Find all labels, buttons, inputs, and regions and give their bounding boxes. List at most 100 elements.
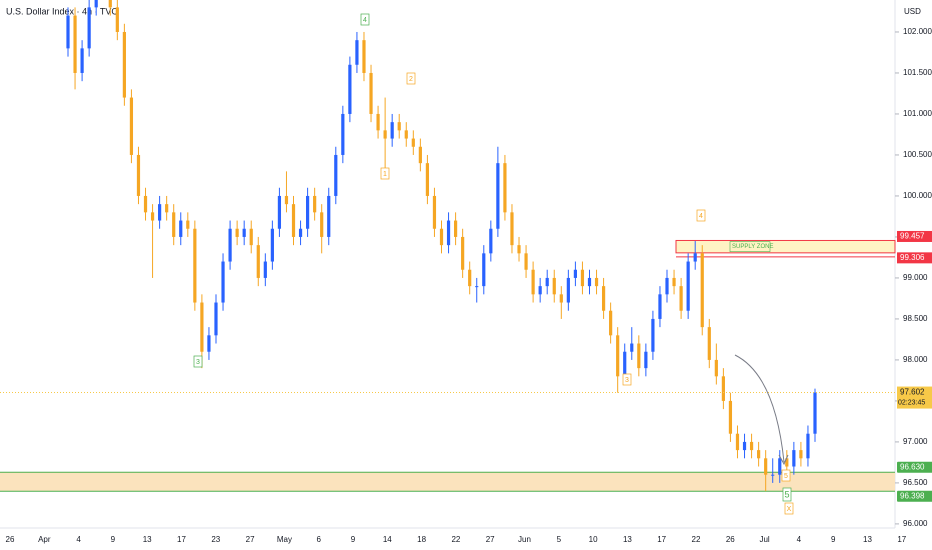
wave-label-box bbox=[406, 72, 416, 85]
y-tick-label: 97.000 bbox=[903, 437, 928, 446]
candle-body bbox=[87, 7, 91, 49]
wave-label-box bbox=[193, 355, 203, 368]
candle-body bbox=[503, 163, 507, 213]
price-tag bbox=[897, 252, 932, 264]
currency: USD bbox=[904, 7, 921, 16]
price-tag bbox=[897, 490, 932, 502]
candle-body bbox=[376, 113, 380, 131]
x-tick-label: 17 bbox=[897, 535, 906, 544]
arrow-head bbox=[778, 454, 789, 466]
candle-body bbox=[179, 220, 183, 237]
wave-label-box bbox=[622, 373, 632, 386]
zone bbox=[0, 472, 895, 492]
price-tag bbox=[897, 230, 932, 242]
wave-label: 3 bbox=[625, 377, 629, 384]
candle-body bbox=[714, 359, 718, 377]
candle-body bbox=[200, 302, 204, 352]
price-tag-label: 99.306 bbox=[900, 253, 925, 262]
x-tick-label: 4 bbox=[76, 535, 81, 544]
candle-body bbox=[66, 15, 70, 49]
y-tick-label: 98.000 bbox=[903, 355, 928, 364]
candle-body bbox=[298, 228, 303, 237]
candle-body bbox=[242, 228, 246, 237]
candle-body bbox=[108, 0, 112, 8]
y-tick-label: 100.000 bbox=[903, 191, 932, 200]
candle-body bbox=[446, 220, 451, 246]
candle-body bbox=[587, 277, 592, 287]
wave-label: 1 bbox=[383, 171, 387, 178]
x-tick-label: 14 bbox=[383, 535, 392, 544]
candle-body bbox=[594, 277, 599, 287]
candle-body bbox=[651, 318, 655, 352]
zone-label-box bbox=[729, 241, 771, 252]
candle-body bbox=[425, 163, 430, 196]
candle-body bbox=[453, 220, 458, 237]
arrow bbox=[734, 354, 785, 463]
overlay: 99.457 99.306 96.630 96.398 97.602 02:23:45 bbox=[897, 230, 932, 502]
candle-body bbox=[531, 269, 535, 295]
wave-label: 5 bbox=[784, 473, 788, 480]
x-tick-label: 4 bbox=[797, 535, 802, 544]
candle-body bbox=[778, 458, 782, 475]
price-tag bbox=[897, 386, 932, 409]
chart-title: U.S. Dollar Index · 4h · TVC bbox=[6, 6, 118, 16]
candle-body bbox=[524, 253, 528, 270]
x-tick-label: 27 bbox=[486, 535, 495, 544]
candle-body bbox=[291, 204, 296, 237]
candle-body bbox=[637, 343, 641, 369]
candle-body bbox=[249, 228, 253, 246]
candle-body bbox=[136, 154, 141, 196]
price-tag bbox=[897, 461, 932, 473]
price-tag-label: 99.457 bbox=[900, 232, 925, 241]
candle-body bbox=[411, 138, 415, 147]
candle-body bbox=[580, 269, 585, 287]
x-tick-label: 26 bbox=[726, 535, 735, 544]
candle-body bbox=[764, 458, 768, 475]
candle-body bbox=[143, 195, 148, 213]
candle-body bbox=[552, 277, 556, 295]
x-tick-label: 27 bbox=[246, 535, 255, 544]
candle-body bbox=[559, 294, 563, 303]
candle-body bbox=[489, 228, 493, 254]
candle-body bbox=[538, 286, 542, 295]
y-tick-label: 96.500 bbox=[903, 478, 928, 487]
y-tick-label: 101.500 bbox=[903, 68, 932, 77]
candle-body bbox=[545, 277, 549, 287]
candle-body bbox=[693, 253, 697, 262]
candle-body bbox=[496, 163, 500, 229]
candle-body bbox=[284, 195, 289, 205]
candle-body bbox=[348, 64, 352, 114]
candle-body bbox=[94, 0, 98, 8]
candle-body bbox=[700, 253, 704, 328]
wave-label: X bbox=[787, 506, 792, 513]
x-tick-label: 13 bbox=[143, 535, 152, 544]
wave-label: 4 bbox=[699, 213, 703, 220]
x-tick-label: 23 bbox=[211, 535, 220, 544]
x-tick-label: 13 bbox=[863, 535, 872, 544]
candle-body bbox=[334, 154, 338, 196]
wave-label-box bbox=[696, 209, 706, 222]
candle-body bbox=[468, 269, 472, 287]
candle-body bbox=[517, 245, 521, 254]
candle-body bbox=[749, 441, 754, 451]
candle-body bbox=[277, 195, 282, 229]
candle-body bbox=[742, 441, 747, 451]
x-tick-label: 26 bbox=[6, 535, 15, 544]
price-tag-label: 96.630 bbox=[900, 462, 925, 471]
candle-body bbox=[601, 286, 606, 311]
candle-body bbox=[320, 212, 324, 237]
candle-body bbox=[482, 253, 486, 287]
candle-body bbox=[630, 343, 634, 352]
wave-label-box bbox=[782, 487, 792, 502]
candle-body bbox=[165, 204, 169, 213]
x-tick-label: 9 bbox=[111, 535, 116, 544]
candle-body bbox=[707, 327, 711, 360]
y-tick-label: 101.000 bbox=[903, 109, 932, 118]
y-tick-label: 96.000 bbox=[903, 519, 928, 528]
candle-body bbox=[221, 261, 225, 303]
x-tick-label: 9 bbox=[831, 535, 836, 544]
candle-body bbox=[757, 450, 761, 459]
y-tick-label: 100.500 bbox=[903, 150, 932, 159]
candle-body bbox=[721, 376, 725, 401]
